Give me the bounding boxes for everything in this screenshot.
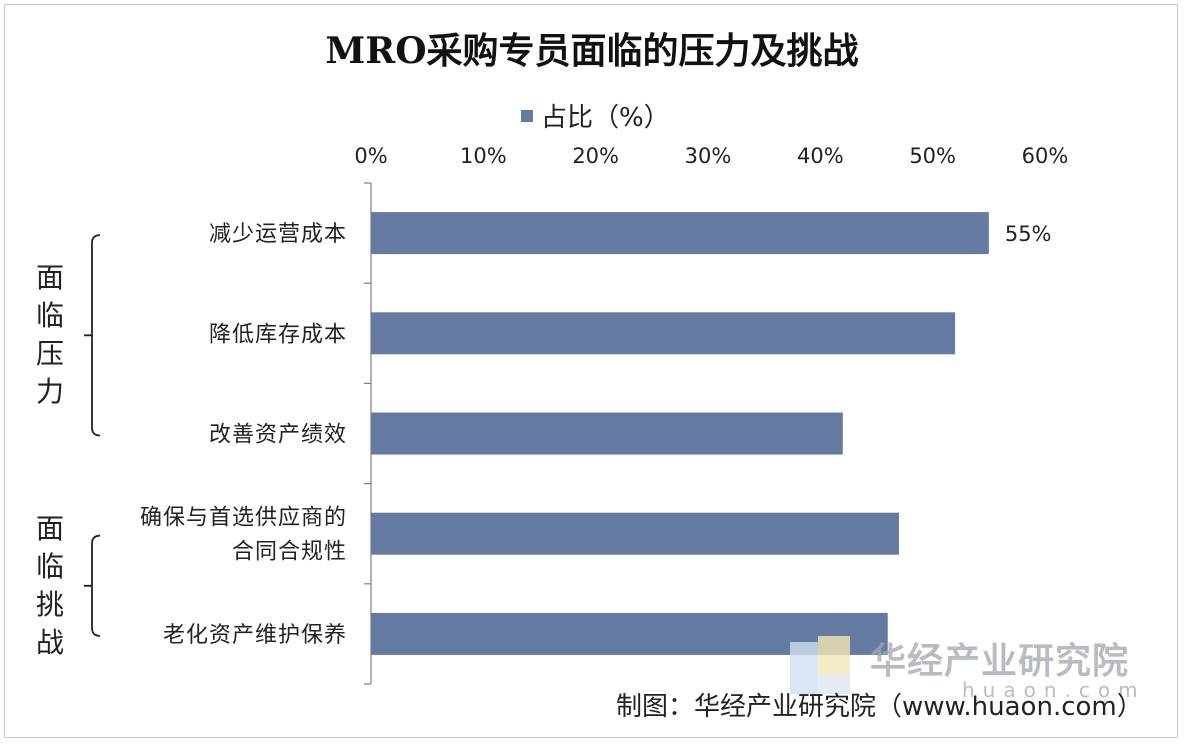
watermark-name: 华经产业研究院: [870, 641, 1130, 682]
group-label-char: 战: [35, 625, 64, 659]
bars: [371, 212, 989, 655]
data-labels: 55%: [1005, 222, 1052, 246]
y-axis: [364, 182, 372, 685]
x-tick-label: 0%: [354, 144, 387, 168]
group-label-challenge: 面临挑战: [33, 510, 67, 662]
legend-label: 占比（%）: [541, 103, 670, 133]
x-tick-label: 50%: [909, 144, 956, 168]
watermark-domain: huaon.com: [962, 678, 1146, 702]
category-label: 老化资产维护保养: [163, 623, 347, 648]
bar: [371, 212, 989, 255]
group-bracket: [84, 234, 101, 437]
group-label-pressure: 面临压力: [33, 259, 67, 411]
group-label-char: 临: [35, 549, 64, 583]
bar: [371, 512, 899, 555]
watermark: 华经产业研究院 huaon.com: [788, 632, 1158, 704]
category-label: 改善资产绩效: [209, 423, 347, 448]
legend-swatch: [521, 109, 533, 122]
source-note: 制图：华经产业研究院（www.huaon.com）: [616, 692, 1143, 722]
group-bracket: [84, 534, 101, 637]
legend: 占比（%）: [521, 97, 670, 134]
group-label-char: 挑: [35, 587, 64, 621]
category-label: 减少运营成本: [209, 222, 347, 247]
group-label-char: 力: [35, 375, 64, 409]
category-label: 合同合规性: [232, 540, 347, 565]
category-label: 降低库存成本: [209, 322, 347, 347]
group-brackets: [84, 234, 101, 637]
huaon-logo-icon: [790, 636, 850, 694]
bar: [371, 412, 843, 455]
x-tick-label: 10%: [460, 144, 507, 168]
chart-title: MRO采购专员面临的压力及挑战: [325, 30, 859, 72]
group-label-char: 面: [35, 261, 64, 295]
data-label: 55%: [1005, 222, 1052, 246]
x-axis-ticks: 0% 10% 20% 30% 40% 50% 60%: [354, 144, 1068, 168]
group-label-char: 面: [35, 511, 64, 545]
category-label: 确保与首选供应商的: [140, 506, 347, 531]
x-tick-label: 20%: [572, 144, 619, 168]
x-tick-label: 60%: [1022, 144, 1069, 168]
x-tick-label: 30%: [685, 144, 732, 168]
bar: [371, 312, 956, 355]
x-tick-label: 40%: [797, 144, 844, 168]
group-label-char: 临: [35, 299, 64, 333]
group-label-char: 压: [35, 337, 64, 371]
